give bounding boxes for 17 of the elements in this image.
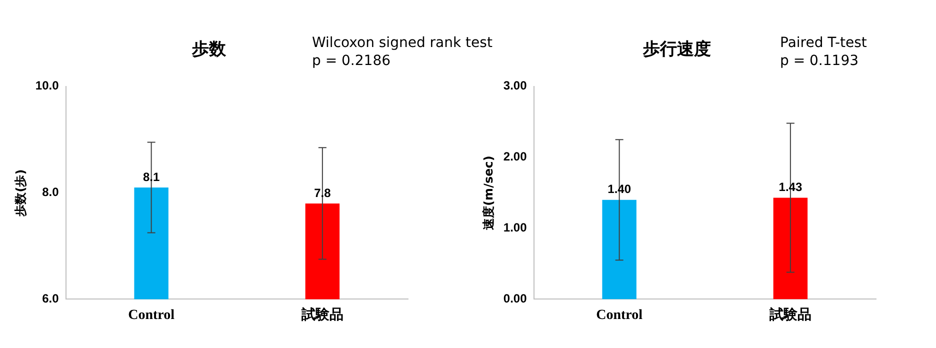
y-tick-label: 8.0	[42, 185, 60, 200]
x-tick-label: 試験品	[300, 306, 344, 324]
y-tick-label: 2.00	[503, 150, 528, 164]
y-tick-label: 3.00	[503, 78, 528, 93]
y-tick-label: 1.00	[503, 220, 528, 235]
y-axis-title: 速度(m/sec)	[481, 156, 496, 231]
text: Paired T-test p = 0.1193	[780, 34, 867, 70]
chart-title: 歩数	[191, 40, 227, 60]
x-tick-label: Control	[128, 308, 175, 324]
y-tick-label: 0.00	[503, 292, 528, 306]
text: Wilcoxon signed rank test p = 0.2186	[312, 34, 492, 70]
x-tick-label: 試験品	[768, 306, 812, 324]
y-axis-title: 歩数(歩)	[13, 169, 28, 218]
y-tick-label: 6.0	[42, 292, 60, 306]
chart-title: 歩行速度	[642, 40, 711, 60]
x-tick-label: Control	[596, 308, 643, 324]
y-tick-label: 10.0	[35, 78, 60, 93]
